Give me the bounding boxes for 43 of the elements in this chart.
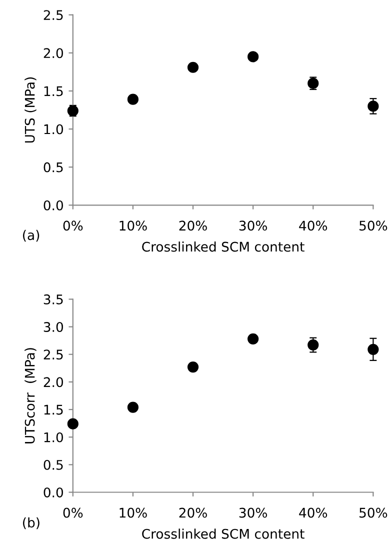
y-tick-label: 3.5 xyxy=(44,294,63,304)
point xyxy=(67,418,78,430)
y-tick-label: 3.0 xyxy=(44,322,64,332)
point xyxy=(67,105,78,116)
y-tick-label: 1.5 xyxy=(44,86,63,96)
y-tick-label: 1.0 xyxy=(44,432,64,442)
x-tick-label: 10% xyxy=(120,220,147,231)
x-tick-label: 0% xyxy=(63,508,83,518)
y-tick-label: 1.0 xyxy=(44,124,64,134)
y-tick-label: 0.5 xyxy=(44,162,63,172)
x-tick-label: 30% xyxy=(239,508,268,518)
x-axis-title: Crosslinked SCM content xyxy=(142,242,304,252)
point xyxy=(248,51,259,62)
y-tick-label: 2.5 xyxy=(44,350,63,360)
x-tick-label: 10% xyxy=(120,508,147,518)
point xyxy=(248,333,259,344)
x-tick-label: 50% xyxy=(360,220,388,231)
y-tick-label: 0.0 xyxy=(44,487,64,498)
x-tick-label: 20% xyxy=(179,508,207,518)
y-tick-label: 2.0 xyxy=(44,48,64,58)
x-tick-label: 40% xyxy=(299,220,328,231)
y-tick-label: 0.0 xyxy=(44,200,64,210)
point xyxy=(127,94,139,105)
x-tick-label: 30% xyxy=(239,220,268,231)
text: (a) xyxy=(23,230,40,242)
x-tick-label: 20% xyxy=(179,220,207,231)
x-tick-label: 40% xyxy=(299,508,328,518)
point xyxy=(187,361,199,373)
point xyxy=(368,344,379,355)
y-tick-label: 1.5 xyxy=(44,404,63,415)
x-axis-title: Crosslinked SCM content xyxy=(142,528,304,539)
y-tick-label: 0.5 xyxy=(44,460,63,470)
x-tick-label: 50% xyxy=(360,508,388,518)
y-tick-label: 2.5 xyxy=(44,10,63,20)
point xyxy=(187,62,199,73)
x-tick-label: 0% xyxy=(63,220,83,231)
text: (b) xyxy=(23,517,40,530)
point xyxy=(127,402,139,413)
y-axis-title: UTScorr (MPa) xyxy=(24,348,36,444)
point xyxy=(308,339,319,351)
point xyxy=(368,100,379,112)
y-tick-label: 2.0 xyxy=(44,377,64,388)
y-axis-title: UTS (MPa) xyxy=(24,77,36,143)
